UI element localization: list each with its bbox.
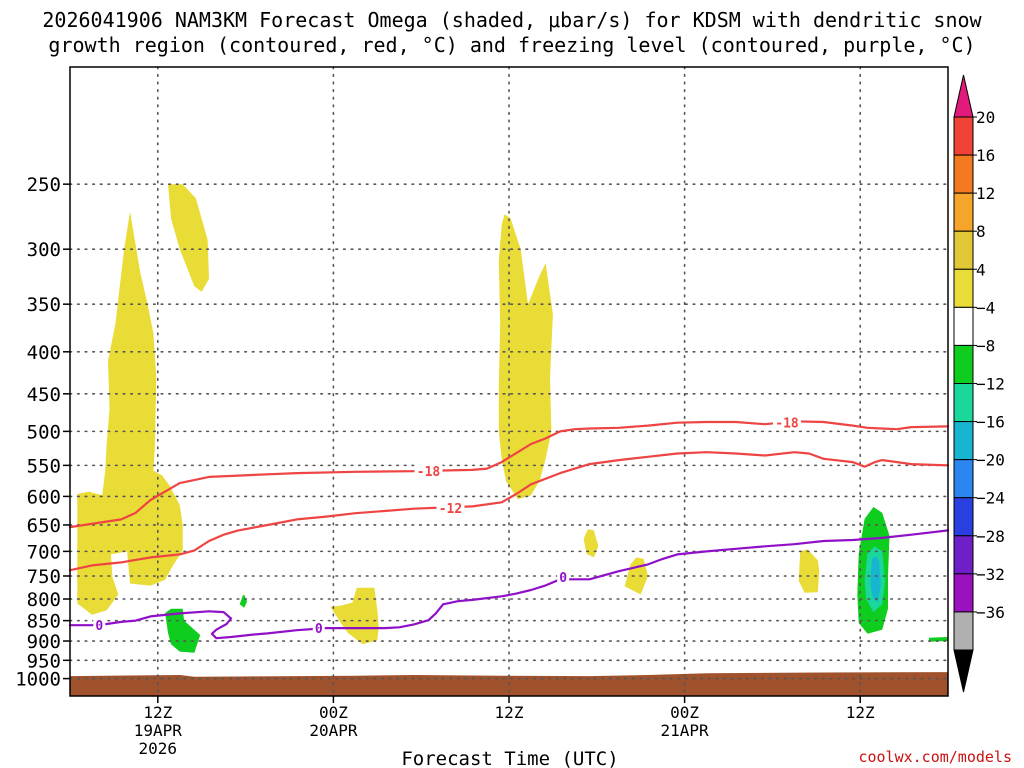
omega-region-6	[798, 549, 820, 593]
omega-region-0	[77, 211, 183, 615]
watermark: coolwx.com/models	[858, 748, 1012, 766]
colorbar-label-9: −20	[976, 451, 1005, 470]
colorbar-label-13: −36	[976, 603, 1005, 622]
y-tick-label-800: 800	[27, 589, 61, 611]
y-tick-label-1000: 1000	[15, 669, 61, 691]
colorbar-swatch-4	[953, 268, 974, 308]
y-tick-label-300: 300	[27, 239, 61, 261]
colorbar-swatch-0	[953, 116, 974, 156]
contour-label-bg-2	[436, 501, 465, 516]
omega-region-8	[239, 594, 248, 608]
colorbar-label-12: −32	[976, 565, 1005, 584]
colorbar-label-0: 20	[976, 108, 995, 127]
colorbar-label-8: −16	[976, 413, 1005, 432]
y-tick-label-400: 400	[27, 342, 61, 364]
colorbar-swatch-2	[953, 192, 974, 232]
omega-region-12	[929, 637, 948, 642]
y-axis: 2503003504004505005506006507007508008509…	[15, 174, 70, 691]
contour-label-bg-5	[557, 569, 570, 584]
contour-label-bg-3	[93, 618, 106, 633]
colorbar: 20 16 12 8 4 −4 −8 −12 −16 −20 −24 −28 −32 −36	[953, 74, 1005, 693]
plot-area: -18 -18 -12 0 0 0	[68, 66, 950, 697]
chart-title-line2: growth region (contoured, red, °C) and f…	[48, 33, 975, 57]
y-tick-label-450: 450	[27, 384, 61, 406]
omega-region-1	[168, 184, 209, 292]
y-tick-label-700: 700	[27, 541, 61, 563]
omega-shading	[77, 184, 948, 653]
x-tick-label-1-1: 20APR	[309, 721, 358, 740]
colorbar-swatch-5	[953, 306, 974, 346]
colorbar-swatch-3	[953, 230, 974, 270]
colorbar-swatch-1	[953, 154, 974, 194]
y-tick-label-850: 850	[27, 611, 61, 633]
chart-title-line1: 2026041906 NAM3KM Forecast Omega (shaded…	[42, 8, 982, 32]
y-tick-label-500: 500	[27, 421, 61, 443]
colorbar-swatch-11	[953, 535, 974, 575]
colorbar-label-5: −4	[976, 298, 995, 317]
x-tick-label-3-0: 00Z	[670, 703, 699, 722]
x-tick-label-0-2: 2026	[139, 739, 178, 758]
y-tick-label-750: 750	[27, 566, 61, 588]
y-tick-label-350: 350	[27, 294, 61, 316]
x-tick-label-1-0: 00Z	[319, 703, 348, 722]
colorbar-label-3: 8	[976, 222, 986, 241]
y-tick-label-950: 950	[27, 650, 61, 672]
omega-region-4	[583, 529, 599, 558]
contour-label-bg-0	[414, 464, 443, 479]
colorbar-swatch-12	[953, 573, 974, 613]
colorbar-label-2: 12	[976, 184, 995, 203]
y-tick-label-250: 250	[27, 174, 61, 196]
colorbar-label-10: −24	[976, 489, 1005, 508]
contour-line-0	[68, 420, 950, 529]
colorbar-swatch-10	[953, 497, 974, 537]
contour-label-0: -18	[417, 465, 441, 480]
y-tick-label-600: 600	[27, 486, 61, 508]
colorbar-label-7: −12	[976, 375, 1005, 394]
colorbar-label-4: 4	[976, 260, 986, 279]
y-tick-label-650: 650	[27, 515, 61, 537]
colorbar-label-1: 16	[976, 146, 995, 165]
x-tick-label-0-1: 19APR	[134, 721, 183, 740]
contour-label-4: 0	[315, 622, 323, 637]
colorbar-swatch-8	[953, 421, 974, 461]
omega-region-3	[498, 214, 553, 500]
contour-lines	[68, 420, 950, 640]
colorbar-label-6: −8	[976, 336, 995, 355]
contour-label-1: -18	[775, 417, 799, 432]
colorbar-swatch-9	[953, 459, 974, 499]
colorbar-swatch-13	[953, 611, 974, 651]
contour-label-5: 0	[559, 571, 567, 586]
y-tick-label-550: 550	[27, 455, 61, 477]
colorbar-swatch-7	[953, 383, 974, 423]
x-tick-label-3-1: 21APR	[661, 721, 710, 740]
contour-label-bg-4	[312, 621, 325, 636]
contour-label-bg-1	[773, 415, 802, 430]
contour-label-3: 0	[95, 619, 103, 634]
y-tick-label-900: 900	[27, 631, 61, 653]
x-tick-label-0-0: 12Z	[143, 703, 172, 722]
x-tick-label-2-0: 12Z	[495, 703, 524, 722]
colorbar-label-11: −28	[976, 527, 1005, 546]
contour-label-2: -12	[439, 502, 462, 517]
contour-labels: -18 -18 -12 0 0 0	[93, 415, 802, 637]
contour-line-2	[68, 529, 950, 640]
x-axis-title: Forecast Time (UTC)	[401, 748, 618, 768]
colorbar-swatch-6	[953, 344, 974, 384]
colorbar-bottom-arrow	[953, 649, 974, 693]
omega-region-2	[330, 587, 379, 645]
x-tick-label-4-0: 12Z	[846, 703, 875, 722]
contour-line-1	[68, 451, 950, 572]
omega-region-11	[870, 556, 881, 603]
grid-lines	[69, 66, 949, 697]
